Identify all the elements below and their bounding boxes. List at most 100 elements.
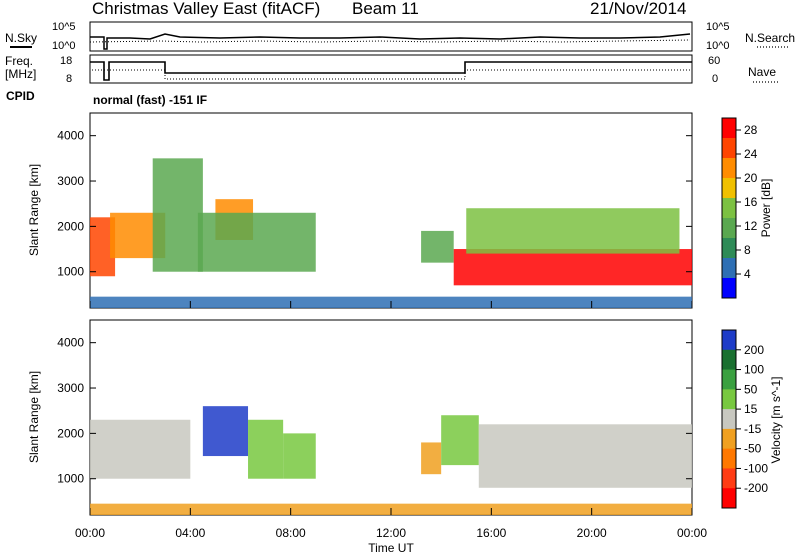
power-colorbar-block-3	[722, 178, 736, 199]
velocity-colorbar-block-0	[722, 330, 736, 351]
velocity-region-6	[478, 424, 692, 488]
power-colorbar-block-7	[722, 258, 736, 279]
velocity-colorbar-blocks	[722, 330, 736, 509]
velocity-colorbar-tick-label-7: -200	[744, 481, 768, 495]
power-colorbar: 4 8 12 16 20 24 28 Power [dB]	[721, 117, 773, 299]
velocity-colorbar-block-6	[722, 448, 736, 469]
nave-tick-top: 60	[708, 55, 720, 67]
power-colorbar-block-6	[722, 238, 736, 259]
power-yaxis: 1000 2000 3000 4000	[57, 129, 692, 279]
power-colorbar-block-5	[722, 218, 736, 239]
power-colorbar-tick-label-2: 12	[744, 219, 758, 233]
power-colorbar-block-4	[722, 198, 736, 219]
velocity-region-4	[421, 442, 442, 475]
velocity-colorbar-label: Velocity [m s^-1]	[769, 377, 783, 464]
power-colorbar-blocks	[722, 118, 736, 299]
power-ytick-label-3: 4000	[57, 129, 84, 143]
power-xaxis-marks	[89, 301, 693, 308]
power-region-7	[466, 208, 680, 254]
velocity-colorbar-tick-label-6: -100	[744, 461, 768, 475]
noise-tick-bottom-left: 10^0	[52, 40, 76, 52]
plot-title: Christmas Valley East (fitACF)	[92, 0, 320, 18]
power-ytick-label-1: 2000	[57, 219, 84, 233]
velocity-colorbar-ticks: 200 100 50 15 -15 -50 -100 -200	[736, 343, 768, 495]
freq-panel: Freq. [MHz] 18 8 60 0 Nave	[5, 54, 780, 85]
nave-line	[92, 69, 692, 80]
freq-label-line1: Freq.	[5, 54, 33, 68]
velocity-colorbar-block-2	[722, 369, 736, 390]
velocity-yaxis: 1000 2000 3000 4000	[57, 336, 692, 486]
noise-tick-top-right: 10^5	[706, 21, 730, 33]
power-colorbar-block-0	[722, 118, 736, 139]
xtick-label-1: 04:00	[175, 526, 205, 540]
velocity-colorbar-block-8	[722, 488, 736, 509]
power-colorbar-tick-label-6: 28	[744, 123, 758, 137]
power-colorbar-tick-label-4: 20	[744, 171, 758, 185]
velocity-colorbar-block-3	[722, 389, 736, 410]
nave-label: Nave	[748, 65, 776, 79]
power-colorbar-tick-label-5: 24	[744, 147, 758, 161]
velocity-colorbar-block-5	[722, 428, 736, 450]
velocity-colorbar-block-1	[722, 349, 736, 371]
xtick-label-4: 16:00	[476, 526, 506, 540]
velocity-colorbar: 200 100 50 15 -15 -50 -100 -200 Velocity [m s^-…	[721, 329, 783, 509]
xtick-label-0: 00:00	[75, 526, 105, 540]
velocity-region-5	[441, 415, 479, 466]
power-colorbar-block-1	[722, 138, 736, 159]
xtick-label-6: 00:00	[677, 526, 707, 540]
power-colorbar-block-8	[722, 278, 736, 299]
power-colorbar-ticks: 4 8 12 16 20 24 28	[736, 123, 758, 281]
cpid-text: normal (fast) -151 IF	[93, 93, 207, 107]
velocity-colorbar-tick-label-0: 200	[744, 343, 764, 357]
power-region-5	[421, 230, 454, 263]
velocity-ytick-label-0: 1000	[57, 472, 84, 486]
beam-label: Beam 11	[352, 0, 419, 18]
velocity-colorbar-tick-label-4: -15	[744, 422, 762, 436]
velocity-xaxis: 00:00 04:00 08:00 12:00 16:00 20:00 00:00	[75, 508, 707, 540]
power-ytick-label-0: 1000	[57, 265, 84, 279]
power-region-6	[453, 249, 692, 286]
power-colorbar-tick-label-0: 4	[744, 267, 751, 281]
velocity-colorbar-tick-label-1: 100	[744, 363, 764, 377]
noise-tick-bottom-right: 10^0	[706, 40, 730, 52]
power-ylabel: Slant Range [km]	[27, 164, 41, 256]
velocity-region-0	[90, 419, 191, 479]
velocity-region-2	[248, 419, 284, 479]
velocity-ytick-label-3: 4000	[57, 336, 84, 350]
xtick-label-3: 12:00	[376, 526, 406, 540]
power-region-4	[197, 212, 316, 272]
nsky-label: N.Sky	[5, 31, 37, 45]
power-panel: 1000 2000 3000 4000 Slant Range [km]	[27, 112, 693, 309]
freq-line	[90, 61, 692, 81]
velocity-ylabel: Slant Range [km]	[27, 371, 41, 463]
xaxis-label: Time UT	[368, 541, 414, 554]
power-region-2	[152, 158, 203, 272]
power-colorbar-label: Power [dB]	[759, 179, 773, 238]
freq-tick-bottom: 8	[66, 73, 72, 85]
nsky-line	[90, 33, 691, 50]
xtick-label-2: 08:00	[276, 526, 306, 540]
nave-tick-bottom: 0	[712, 73, 718, 85]
power-colorbar-tick-label-3: 16	[744, 195, 758, 209]
xtick-label-5: 20:00	[577, 526, 607, 540]
noise-panel: 10^5 10^0 10^5 10^0 N.Sky N.Search	[5, 21, 795, 52]
velocity-region-3	[283, 433, 316, 479]
velocity-ytick-label-1: 2000	[57, 426, 84, 440]
velocity-colorbar-tick-label-3: 15	[744, 402, 758, 416]
velocity-region-1	[202, 406, 249, 457]
power-colorbar-block-2	[722, 158, 736, 179]
velocity-ytick-label-2: 3000	[57, 381, 84, 395]
freq-label-line2: [MHz]	[5, 67, 36, 81]
velocity-colorbar-block-7	[722, 468, 736, 489]
cpid-label: CPID	[6, 89, 35, 103]
nsearch-label: N.Search	[745, 31, 795, 45]
freq-tick-top: 18	[60, 55, 72, 67]
noise-tick-top-left: 10^5	[52, 21, 76, 33]
power-colorbar-tick-label-1: 8	[744, 243, 751, 257]
nsearch-line	[89, 39, 691, 43]
velocity-colorbar-block-4	[722, 409, 736, 430]
power-ytick-label-2: 3000	[57, 174, 84, 188]
date-label: 21/Nov/2014	[590, 0, 686, 18]
